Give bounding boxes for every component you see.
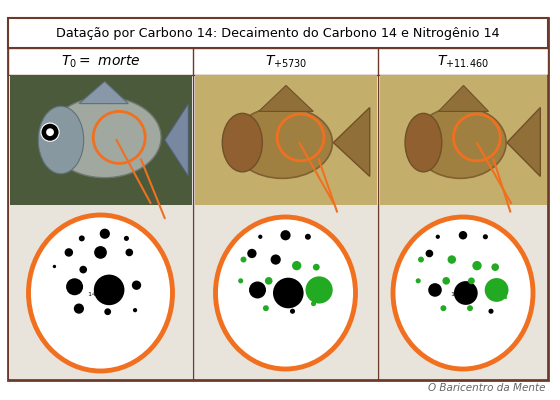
Circle shape <box>241 256 246 262</box>
Circle shape <box>306 276 333 304</box>
Circle shape <box>491 263 499 271</box>
Ellipse shape <box>216 217 356 369</box>
Circle shape <box>313 264 320 270</box>
Ellipse shape <box>48 97 161 178</box>
Text: O Baricentro da Mente: O Baricentro da Mente <box>428 383 546 393</box>
Circle shape <box>281 230 291 240</box>
Ellipse shape <box>29 215 172 371</box>
Bar <box>379 76 547 379</box>
Text: $^{14}$C: $^{14}$C <box>272 291 288 303</box>
Text: $^{14}$N: $^{14}$N <box>314 290 330 302</box>
Bar <box>8 18 548 48</box>
Ellipse shape <box>393 217 533 369</box>
Text: $T_{+11.460}$: $T_{+11.460}$ <box>437 54 489 70</box>
Ellipse shape <box>232 107 333 178</box>
Polygon shape <box>259 85 313 111</box>
Ellipse shape <box>405 113 442 172</box>
Circle shape <box>290 309 295 314</box>
Circle shape <box>426 250 433 257</box>
Circle shape <box>258 235 263 239</box>
Circle shape <box>292 261 301 270</box>
Circle shape <box>440 305 446 311</box>
Circle shape <box>104 308 111 315</box>
Bar <box>195 75 377 205</box>
Circle shape <box>79 236 85 241</box>
Ellipse shape <box>222 113 262 172</box>
Circle shape <box>265 277 273 285</box>
Circle shape <box>472 261 482 270</box>
Circle shape <box>485 278 508 302</box>
Circle shape <box>467 305 473 311</box>
Circle shape <box>454 281 478 305</box>
Circle shape <box>66 278 83 295</box>
Circle shape <box>263 305 269 311</box>
Polygon shape <box>79 82 128 104</box>
Circle shape <box>74 304 84 314</box>
Ellipse shape <box>38 106 83 174</box>
Text: $T_{+5730}$: $T_{+5730}$ <box>264 54 306 70</box>
Circle shape <box>416 278 421 283</box>
Circle shape <box>94 246 107 259</box>
Bar <box>194 76 377 379</box>
Polygon shape <box>165 104 188 176</box>
Circle shape <box>483 234 488 239</box>
Polygon shape <box>438 85 488 111</box>
Polygon shape <box>507 108 540 176</box>
Ellipse shape <box>414 107 506 178</box>
Circle shape <box>94 274 124 305</box>
Circle shape <box>436 235 440 239</box>
Circle shape <box>132 280 141 290</box>
Circle shape <box>80 266 87 274</box>
Circle shape <box>238 278 243 283</box>
Bar <box>8 48 548 75</box>
Circle shape <box>418 256 424 262</box>
Circle shape <box>468 278 475 284</box>
Circle shape <box>100 229 110 239</box>
Text: Datação por Carbono 14: Decaimento do Carbono 14 e Nitrogênio 14: Datação por Carbono 14: Decaimento do Ca… <box>56 26 500 40</box>
Circle shape <box>273 278 304 308</box>
Circle shape <box>459 231 467 240</box>
Bar <box>195 75 377 205</box>
Circle shape <box>124 236 129 241</box>
Bar <box>380 75 547 205</box>
Circle shape <box>249 282 266 298</box>
Circle shape <box>247 249 256 258</box>
Text: $^{14}$C: $^{14}$C <box>450 291 466 303</box>
Circle shape <box>46 128 54 136</box>
Text: $^{14}$C: $^{14}$C <box>87 291 104 303</box>
Circle shape <box>488 309 493 314</box>
Circle shape <box>442 277 450 285</box>
Circle shape <box>447 255 456 264</box>
Circle shape <box>64 248 73 257</box>
Bar <box>10 75 192 205</box>
Polygon shape <box>333 108 370 176</box>
Text: $T_0 = $ morte: $T_0 = $ morte <box>60 54 141 70</box>
Circle shape <box>53 265 56 268</box>
Circle shape <box>305 234 311 240</box>
Bar <box>9 76 192 379</box>
Text: $^{14}$N: $^{14}$N <box>491 290 508 302</box>
Circle shape <box>125 249 133 256</box>
Circle shape <box>41 123 59 141</box>
Circle shape <box>428 283 442 297</box>
Circle shape <box>270 254 281 265</box>
Circle shape <box>311 301 316 306</box>
Circle shape <box>133 308 137 312</box>
Bar <box>380 75 547 205</box>
